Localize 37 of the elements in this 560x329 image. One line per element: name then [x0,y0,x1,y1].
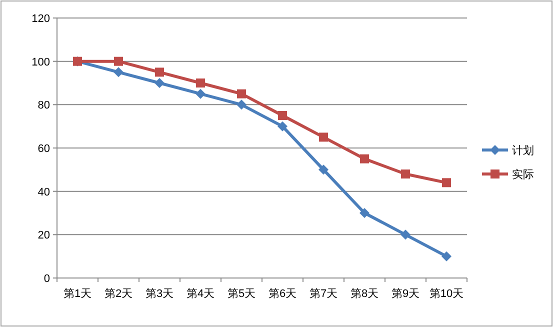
point [237,89,246,98]
x-tick-label: 第3天 [145,288,174,300]
point [360,154,369,164]
point [114,56,123,66]
x-tick-label: 第9天 [391,288,420,300]
point [442,251,452,262]
x-tick-label: 第10天 [429,288,464,300]
y-tick-label: 0 [44,273,50,285]
y-tick-label: 40 [38,186,50,198]
point [196,88,206,99]
x-tick-label: 第6天 [268,288,297,300]
point [319,132,328,142]
legend-label: 实际 [512,168,534,181]
point [196,78,205,88]
point [360,208,370,218]
y-tick-label: 80 [38,100,50,112]
y-tick-label: 20 [38,230,50,242]
point [278,121,288,132]
y-tick-label: 120 [32,13,50,25]
legend-label: 计划 [512,144,534,157]
x-tick-label: 第5天 [227,288,256,300]
point [114,67,124,78]
x-tick-label: 第2天 [104,288,133,300]
point [155,68,164,77]
x-tick-label: 第8天 [350,288,379,300]
y-tick-label: 100 [32,56,50,68]
x-tick-label: 第1天 [63,288,92,300]
point [278,111,287,120]
x-tick-label: 第7天 [309,288,338,300]
point [318,164,328,175]
point [154,78,164,88]
point [401,170,410,178]
y-tick-label: 60 [38,143,50,155]
x-tick-label: 第4天 [186,288,215,300]
point [442,178,451,188]
point [400,230,410,240]
point [236,100,246,110]
